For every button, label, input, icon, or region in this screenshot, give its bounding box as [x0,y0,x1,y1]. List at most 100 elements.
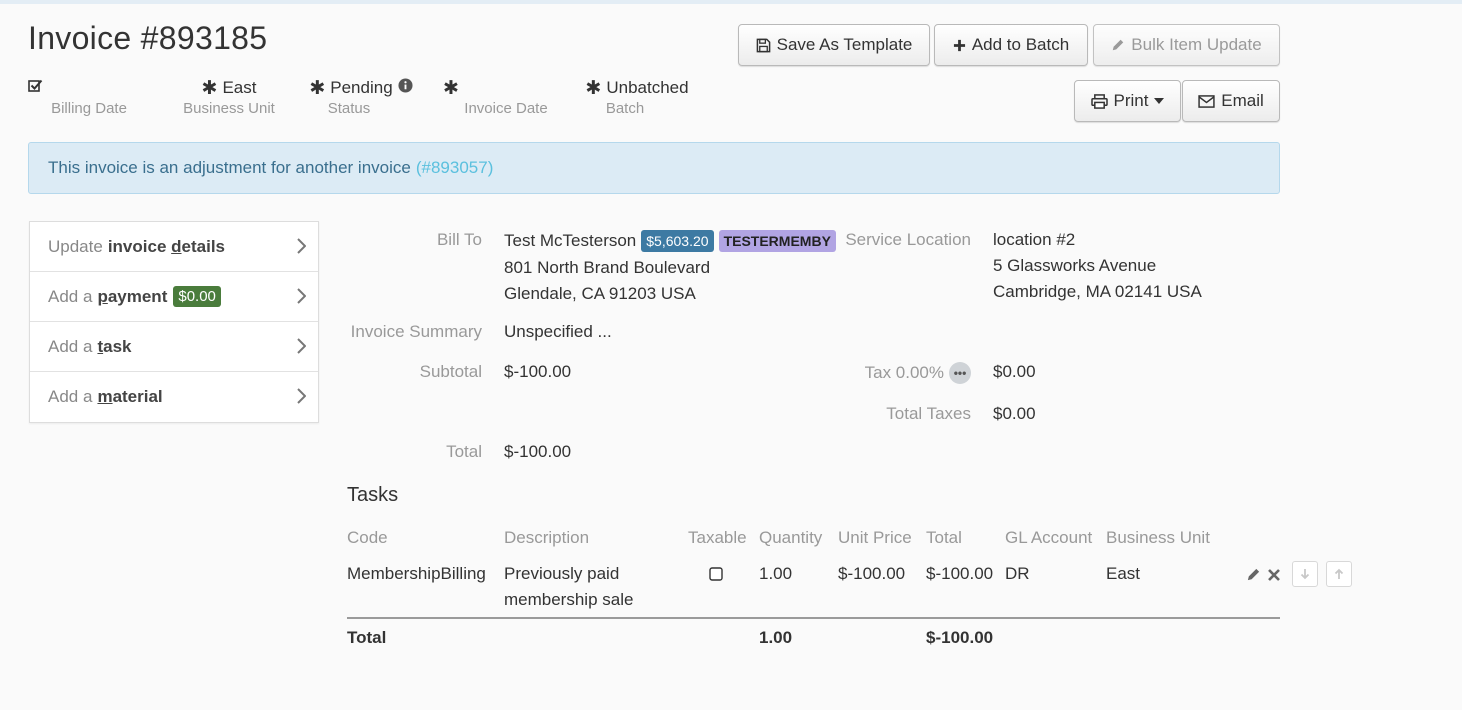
service-location-label: Service Location [845,230,971,249]
chevron-right-icon [297,338,307,359]
bill-to-block: Test McTesterson $5,603.20 TESTERMEMBY [504,230,836,252]
column-header-business-unit: Business Unit [1106,528,1210,547]
payment-amount-badge: $0.00 [173,286,221,307]
bill-to-label: Bill To [436,230,482,249]
checkbox-icon[interactable] [28,78,43,98]
save-as-template-label: Save As Template [776,35,913,54]
business-unit-field[interactable]: ✱ East Business Unit [160,76,298,118]
task-unit-price: $-100.00 [838,564,906,583]
edit-pencil-icon[interactable] [1245,566,1262,583]
menu-item-hotkey: d [171,236,182,256]
subtotal-label: Subtotal [419,362,482,381]
email-button[interactable]: Email [1182,80,1280,122]
batch-label: Batch [605,100,645,117]
bill-to-address-line1: 801 North Brand Boulevard [504,258,711,277]
tasks-total-label: Total [347,628,387,647]
adjustment-alert: This invoice is an adjustment for anothe… [28,142,1280,194]
total-label: Total [446,442,482,461]
menu-item-prefix: Add a [48,286,93,306]
taxable-checkbox[interactable] [709,566,723,586]
envelope-icon [1198,94,1215,108]
subtotal-value: $-100.00 [504,362,572,381]
info-circle-icon[interactable] [398,78,413,98]
menu-add-material[interactable]: Add a material [30,372,318,422]
add-to-batch-label: Add to Batch [971,35,1070,54]
menu-item-prefix: Update [48,236,103,256]
add-to-batch-button[interactable]: Add to Batch [934,24,1088,66]
delete-x-icon[interactable] [1265,566,1282,583]
menu-item-hotkey: t [97,336,104,356]
tax-label-group: Tax 0.00% ••• [865,362,971,384]
menu-item-bold: payment [97,287,167,307]
menu-item-bold-post: etails [181,236,226,256]
chevron-right-icon [297,288,307,309]
membership-badge: TESTERMEMBY [718,230,836,252]
customer-name[interactable]: Test McTesterson [504,231,637,250]
task-description-line2: membership sale [504,590,634,609]
menu-add-task[interactable]: Add a task [30,322,318,372]
asterisk-icon: ✱ [443,77,459,99]
business-unit-label: Business Unit [183,100,275,117]
printer-icon [1090,93,1108,109]
pencil-icon [1111,38,1125,52]
column-header-quantity: Quantity [759,528,823,547]
location-address-line2: Cambridge, MA 02141 USA [993,282,1202,301]
column-header-unit-price: Unit Price [838,528,912,547]
asterisk-icon: ✱ [201,77,218,99]
menu-item-bold: task [97,337,131,357]
status-label: Status [327,100,371,117]
top-accent-bar [0,0,1462,4]
menu-item-prefix: Add a [48,387,93,406]
more-options-icon[interactable]: ••• [949,362,971,384]
menu-item-bold-pre: invoice [107,236,172,256]
tasks-heading: Tasks [347,484,399,506]
billing-date-label: Billing Date [51,100,127,117]
column-header-gl-account: GL Account [1005,528,1093,547]
menu-add-payment[interactable]: Add a payment $0.00 [30,272,318,322]
asterisk-icon: ✱ [585,77,602,99]
location-name[interactable]: location #2 [993,230,1076,249]
invoice-date-field[interactable]: ✱ Invoice Date [443,76,573,118]
column-header-code: Code [347,528,388,547]
chevron-right-icon [297,238,307,259]
menu-item-bold: invoice details [108,237,225,257]
status-field[interactable]: ✱ Pending Status [305,76,417,117]
menu-update-invoice-details[interactable]: Update invoice details [30,222,318,272]
total-value: $-100.00 [504,442,572,461]
print-label: Print [1113,91,1149,110]
customer-balance-badge: $5,603.20 [641,230,714,252]
chevron-right-icon [297,388,307,409]
business-unit-value: East [222,78,257,97]
menu-item-bold-post: aterial [112,387,163,406]
total-taxes-value: $0.00 [993,404,1036,423]
task-gl-account: DR [1005,564,1030,583]
print-dropdown-button[interactable]: Print [1074,80,1181,122]
page-title: Invoice #893185 [28,20,268,56]
column-header-total: Total [926,528,962,547]
move-up-arrow-icon[interactable] [1326,561,1352,587]
table-footer-divider [347,617,1280,619]
status-value: Pending [330,78,393,97]
menu-item-prefix: Add a [48,336,93,356]
move-down-arrow-icon[interactable] [1292,561,1318,587]
billing-date-field[interactable]: Billing Date [28,76,150,117]
original-invoice-link[interactable]: (#893057) [415,158,494,177]
save-as-template-button[interactable]: Save As Template [738,24,930,66]
invoice-summary-value[interactable]: Unspecified ... [504,322,612,341]
action-menu: Update invoice details Add a payment $0.… [29,221,319,423]
alert-text: This invoice is an adjustment for anothe… [48,158,411,177]
task-code: MembershipBilling [347,564,486,583]
batch-value: Unbatched [606,78,689,97]
task-description-line1: Previously paid [504,564,620,583]
menu-item-bold: material [97,387,162,407]
batch-field[interactable]: ✱ Unbatched Batch [583,76,691,118]
caret-down-icon [1154,98,1165,104]
invoice-date-label: Invoice Date [464,100,548,117]
asterisk-icon: ✱ [309,77,326,99]
task-business-unit: East [1106,564,1141,583]
menu-item-bold-post: ask [103,336,132,356]
bulk-item-update-button[interactable]: Bulk Item Update [1093,24,1280,66]
tasks-total-quantity: 1.00 [759,628,793,647]
bill-to-address-line2: Glendale, CA 91203 USA [504,284,696,303]
location-address-line1: 5 Glassworks Avenue [993,256,1157,275]
